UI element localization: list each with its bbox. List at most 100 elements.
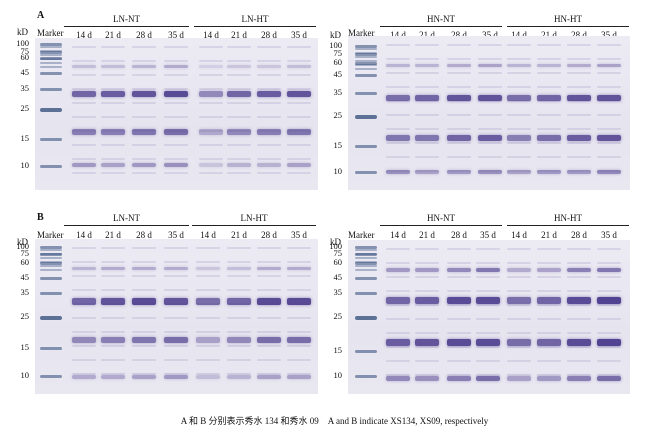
marker-band: [40, 347, 62, 350]
protein-band: [164, 60, 188, 62]
protein-band: [447, 297, 471, 304]
protein-band: [447, 128, 471, 130]
marker-band: [40, 277, 62, 280]
protein-band: [597, 170, 621, 172]
kd-value: 10: [20, 160, 30, 170]
protein-band: [537, 304, 561, 306]
protein-band: [164, 275, 188, 277]
group-underline: [194, 26, 316, 27]
group-underline: [64, 225, 189, 226]
group-label: LN-HT: [241, 14, 269, 24]
lane-label: 14 d: [390, 30, 406, 40]
protein-band: [415, 262, 439, 264]
protein-band: [72, 298, 96, 305]
lane-label: 28 d: [261, 230, 277, 240]
protein-band: [164, 88, 188, 90]
kd-value: 35: [333, 87, 343, 97]
protein-band: [507, 297, 531, 304]
protein-band: [227, 158, 251, 160]
protein-band: [537, 170, 561, 174]
protein-band: [101, 74, 125, 76]
panel-letter: B: [37, 212, 44, 223]
protein-band: [164, 298, 188, 305]
protein-band: [415, 100, 439, 102]
protein-band: [447, 170, 471, 172]
protein-band: [567, 44, 591, 46]
protein-band: [567, 262, 591, 264]
protein-band: [567, 268, 591, 272]
protein-band: [386, 248, 410, 250]
protein-band: [196, 317, 220, 319]
kd-value: 100: [329, 40, 342, 50]
protein-band: [101, 345, 125, 347]
protein-band: [386, 72, 410, 74]
protein-band: [447, 248, 471, 250]
protein-band: [567, 72, 591, 74]
protein-band: [597, 318, 621, 320]
protein-band: [537, 248, 561, 250]
marker-band: [355, 277, 377, 280]
protein-band: [164, 163, 188, 167]
protein-band: [227, 331, 251, 333]
kd-value: 35: [333, 287, 343, 297]
protein-band: [415, 95, 439, 101]
protein-band: [507, 135, 531, 141]
protein-band: [257, 158, 281, 160]
group-underline: [507, 225, 629, 226]
protein-band: [132, 144, 156, 146]
protein-band: [101, 275, 125, 277]
gel-background: [348, 240, 630, 394]
marker-band: [355, 261, 377, 263]
protein-band: [132, 172, 156, 174]
protein-band: [597, 376, 621, 381]
protein-band: [101, 359, 125, 361]
protein-band: [537, 142, 561, 144]
protein-band: [537, 170, 561, 172]
group-label: LN-NT: [113, 213, 140, 223]
protein-band: [287, 46, 311, 48]
protein-band: [227, 46, 251, 48]
protein-band: [597, 360, 621, 362]
protein-band: [287, 158, 311, 160]
protein-band: [386, 58, 410, 60]
kd-value: 100: [16, 241, 29, 251]
protein-band: [199, 102, 223, 104]
group-underline: [380, 26, 502, 27]
marker-band: [355, 60, 377, 62]
protein-band: [199, 144, 223, 146]
protein-band: [447, 170, 471, 174]
protein-band: [476, 360, 500, 362]
protein-band: [386, 95, 410, 101]
lane-label: 35 d: [480, 230, 496, 240]
protein-band: [567, 360, 591, 362]
group-underline: [64, 26, 189, 27]
lane-label: 21 d: [231, 30, 247, 40]
group-underline: [507, 26, 629, 27]
protein-band: [199, 116, 223, 118]
protein-band: [476, 262, 500, 264]
protein-band: [597, 170, 621, 174]
protein-band: [386, 276, 410, 278]
protein-band: [196, 337, 220, 343]
panel-letter: A: [37, 10, 45, 21]
protein-band: [386, 374, 410, 376]
marker-band: [355, 145, 377, 148]
protein-band: [132, 298, 156, 305]
protein-band: [386, 376, 410, 381]
protein-band: [164, 289, 188, 291]
lane-label: 14 d: [76, 230, 92, 240]
protein-band: [72, 60, 96, 62]
protein-band: [447, 339, 471, 346]
lane-label: 21 d: [105, 230, 121, 240]
marker-band: [40, 51, 62, 54]
protein-band: [537, 376, 561, 381]
protein-band: [257, 275, 281, 277]
protein-band: [132, 345, 156, 347]
protein-band: [257, 375, 281, 379]
protein-band: [386, 86, 410, 88]
kd-value: 75: [333, 48, 343, 58]
protein-band: [537, 135, 561, 141]
protein-band: [476, 276, 500, 278]
protein-band: [72, 102, 96, 104]
protein-band: [507, 304, 531, 306]
